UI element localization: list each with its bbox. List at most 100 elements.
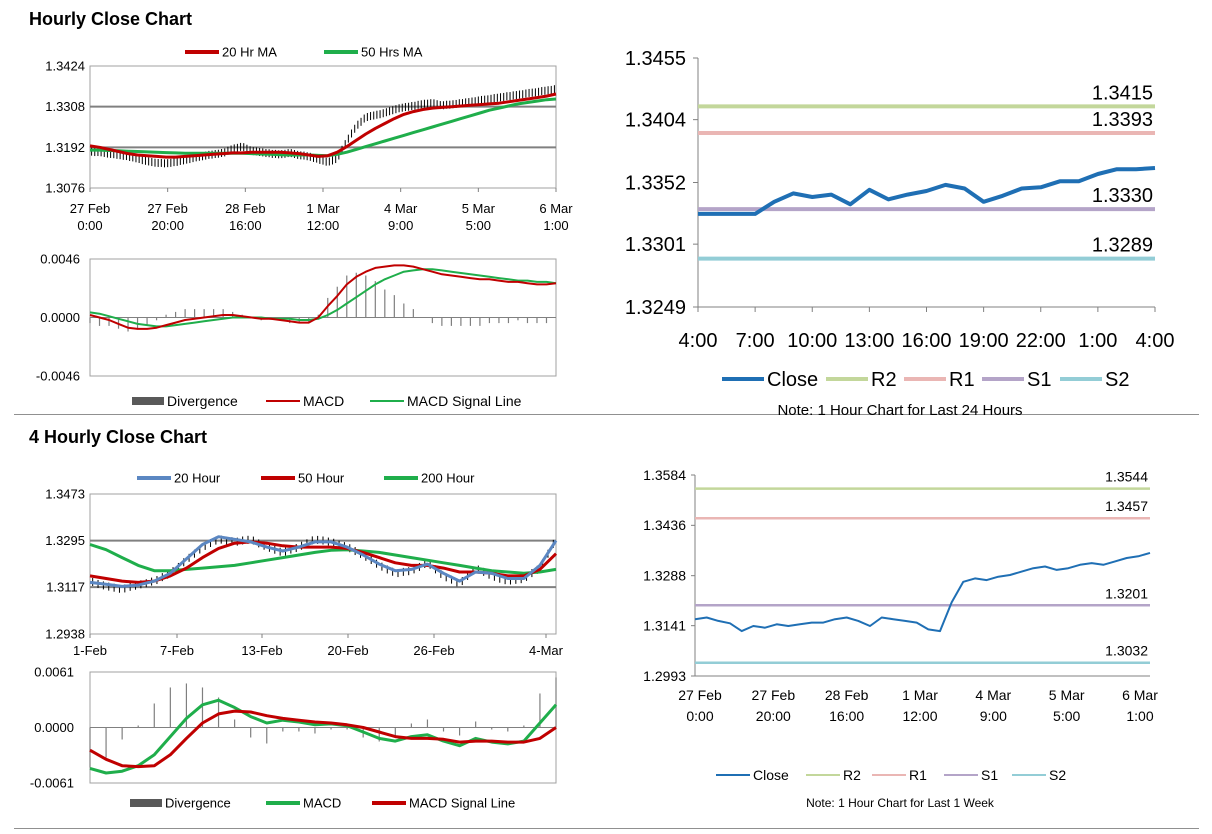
week-xtick-label: 12:00: [902, 708, 937, 724]
hourly-price-ytick: 1.3308: [45, 99, 85, 114]
legend-four-hourly-divergence-swatch: [130, 799, 162, 807]
legend-week-r1-label: R1: [909, 767, 927, 783]
four-hourly-macd-ytick: 0.0000: [34, 720, 74, 735]
hourly-24h-xtick: 13:00: [844, 330, 894, 352]
week-xtick-label: 1:00: [1126, 708, 1153, 724]
four-hourly-price-frame: [89, 493, 557, 635]
week-note: Note: 1 Hour Chart for Last 1 Week: [806, 796, 995, 810]
legend-50-hour-label: 50 Hour: [298, 471, 345, 486]
hourly-price-xtick-label: 9:00: [388, 218, 413, 233]
four-hourly-xtick: 7-Feb: [160, 643, 194, 658]
legend-hourly-macd-label: MACD: [303, 393, 344, 409]
hourly-price-frame: [89, 65, 557, 189]
four-hourly-50h-line: [89, 540, 558, 584]
hourly-price-xtick-label: 5 Mar: [462, 201, 496, 216]
four-hourly-section-title: 4 Hourly Close Chart: [29, 427, 208, 447]
hourly-24h-r1-line-value: 1.3393: [1092, 109, 1153, 131]
hourly-24h-ytick: 1.3352: [625, 173, 686, 195]
four-hourly-xtick: 1-Feb: [73, 643, 107, 658]
hourly-24h-s2-line-value: 1.3289: [1092, 235, 1153, 257]
hourly-24h-ytick: 1.3404: [625, 110, 686, 132]
hourly-price-ytick: 1.3424: [45, 59, 85, 74]
hourly-24h-xtick: 10:00: [787, 330, 837, 352]
hourly-price-ytick: 1.3192: [45, 140, 85, 155]
four-hourly-macd-ytick: 0.0061: [34, 665, 74, 680]
hourly-price-xtick-label: 6 Mar: [539, 201, 573, 216]
hourly-24h-ytick: 1.3301: [625, 234, 686, 256]
week-ytick: 1.2993: [643, 668, 686, 684]
week-xtick-label: 1 Mar: [902, 687, 938, 703]
legend-24h-s2-label: S2: [1105, 369, 1129, 391]
week-xtick-label: 9:00: [980, 708, 1007, 724]
hourly-macd-ytick: 0.0046: [40, 252, 80, 267]
hourly-24h-xtick: 4:00: [679, 330, 718, 352]
four-hourly-xtick: 13-Feb: [241, 643, 282, 658]
legend-hourly-divergence-swatch: [132, 397, 164, 405]
legend-50hrs-ma-label: 50 Hrs MA: [361, 45, 423, 60]
week-xtick-label: 4 Mar: [975, 687, 1011, 703]
hourly-price-xtick-label: 20:00: [151, 218, 184, 233]
hourly-price-ytick: 1.3076: [45, 181, 85, 196]
hourly-24h-note: Note: 1 Hour Chart for Last 24 Hours: [777, 402, 1022, 419]
four-hourly-macd-signal-line: [89, 709, 557, 769]
hourly-24h-close-line: [698, 166, 1156, 216]
legend-four-hourly-macd-label: MACD: [303, 796, 341, 811]
legend-24h-s1-label: S1: [1027, 369, 1051, 391]
hourly-24h-xtick: 16:00: [901, 330, 951, 352]
week-r1-line-value: 1.3457: [1105, 498, 1148, 514]
hourly-24h-ytick: 1.3249: [625, 297, 686, 319]
hourly-price-xtick-label: 0:00: [77, 218, 102, 233]
four-hourly-price-ytick: 1.2938: [45, 627, 85, 642]
hourly-price-xtick-label: 28 Feb: [225, 201, 265, 216]
four-hourly-macd-line: [89, 698, 558, 775]
four-hourly-200h-line: [89, 543, 557, 575]
legend-week-r2-label: R2: [843, 767, 861, 783]
four-hourly-price-ytick: 1.3295: [45, 533, 85, 548]
week-ytick: 1.3141: [643, 618, 686, 634]
week-xtick-label: 27 Feb: [752, 687, 796, 703]
legend-four-hourly-divergence-label: Divergence: [165, 796, 231, 811]
legend-four-hourly-signal-label: MACD Signal Line: [409, 796, 515, 811]
week-s2-line-value: 1.3032: [1105, 643, 1148, 659]
hourly-price-xtick-label: 1:00: [543, 218, 568, 233]
week-ytick: 1.3288: [643, 568, 686, 584]
four-hourly-xtick: 26-Feb: [413, 643, 454, 658]
hourly-price-xtick-label: 16:00: [229, 218, 262, 233]
hourly-macd-ytick: 0.0000: [40, 310, 80, 325]
hourly-20ma-line: [89, 92, 557, 159]
legend-200-hour-label: 200 Hour: [421, 471, 475, 486]
week-xtick-label: 5 Mar: [1049, 687, 1085, 703]
legend-week-s1-label: S1: [981, 767, 998, 783]
legend-20hr-ma-label: 20 Hr MA: [222, 45, 277, 60]
four-hourly-20h-line: [89, 535, 558, 588]
week-xtick-label: 16:00: [829, 708, 864, 724]
hourly-price-xtick-label: 5:00: [466, 218, 491, 233]
hourly-24h-r2-line-value: 1.3415: [1092, 82, 1153, 104]
hourly-macd-ytick: -0.0046: [36, 369, 80, 384]
week-ytick: 1.3584: [643, 467, 686, 483]
hourly-24h-xtick: 1:00: [1078, 330, 1117, 352]
hourly-24h-s1-line-value: 1.3330: [1092, 185, 1153, 207]
week-xtick-label: 6 Mar: [1122, 687, 1158, 703]
hourly-price-xtick-label: 12:00: [307, 218, 340, 233]
legend-20-hour-label: 20 Hour: [174, 471, 221, 486]
hourly-macd-signal-line: [89, 268, 557, 328]
hourly-24h-ytick: 1.3455: [625, 48, 686, 70]
week-ytick: 1.3436: [643, 517, 686, 533]
week-s1-line-value: 1.3201: [1105, 585, 1148, 601]
four-hourly-xtick: 4-Mar: [529, 643, 564, 658]
hourly-macd-line: [89, 264, 557, 330]
legend-24h-r1-label: R1: [949, 369, 975, 391]
legend-24h-r2-label: R2: [871, 369, 897, 391]
hourly-price-xtick-label: 4 Mar: [384, 201, 418, 216]
section-divider: [14, 414, 1199, 415]
four-hourly-price-ytick: 1.3473: [45, 487, 85, 502]
hourly-24h-xtick: 22:00: [1016, 330, 1066, 352]
week-xtick-label: 28 Feb: [825, 687, 869, 703]
legend-24h-close-label: Close: [767, 369, 818, 391]
legend-week-s2-label: S2: [1049, 767, 1066, 783]
hourly-price-xtick-label: 27 Feb: [70, 201, 110, 216]
four-hourly-price-ytick: 1.3117: [46, 580, 85, 595]
week-xtick-label: 27 Feb: [678, 687, 722, 703]
